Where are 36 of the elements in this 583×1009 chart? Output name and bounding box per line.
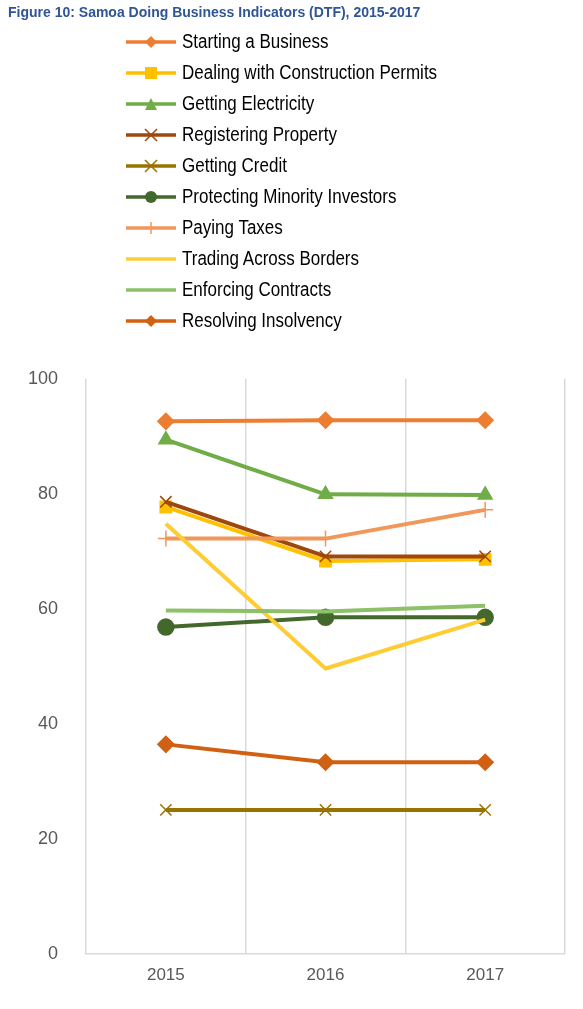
x-tick-label: 2017 (466, 965, 505, 985)
y-tick-label: 100 (27, 367, 59, 388)
y-tick-label: 60 (38, 597, 59, 618)
legend-label: Starting a Business (182, 30, 329, 53)
point (476, 501, 494, 519)
x-tick-label: 2016 (306, 965, 345, 985)
point (157, 735, 175, 754)
point (477, 486, 493, 500)
y-tick-label: 20 (38, 827, 59, 848)
y-tick-label: 0 (48, 942, 59, 963)
legend-label: Dealing with Construction Permits (182, 61, 438, 84)
legend-label: Getting Electricity (182, 92, 315, 115)
point (158, 430, 174, 445)
point (478, 803, 492, 817)
legend-label: Paying Taxes (182, 216, 283, 239)
legend-label: Getting Credit (182, 154, 287, 177)
point (319, 803, 332, 817)
point (476, 753, 494, 771)
y-tick-label: 40 (38, 712, 59, 733)
x-tick-label: 2015 (146, 965, 185, 985)
point (159, 803, 173, 817)
point (157, 618, 175, 636)
point (317, 485, 334, 500)
y-tick-label: 80 (38, 482, 59, 503)
chart-title: Figure 10: Samoa Doing Business Indicators (DTF), 2015-2017 (8, 4, 422, 20)
legend-label: Registering Property (182, 123, 337, 146)
legend-label: Trading Across Borders (182, 247, 359, 270)
point (157, 412, 175, 431)
point (476, 411, 494, 429)
legend-label: Protecting Minority Investors (182, 185, 397, 208)
legend-label: Enforcing Contracts (182, 278, 332, 301)
legend-label: Resolving Insolvency (182, 309, 342, 332)
point (316, 411, 335, 429)
point (319, 550, 332, 563)
point (316, 753, 335, 771)
point (159, 495, 173, 509)
